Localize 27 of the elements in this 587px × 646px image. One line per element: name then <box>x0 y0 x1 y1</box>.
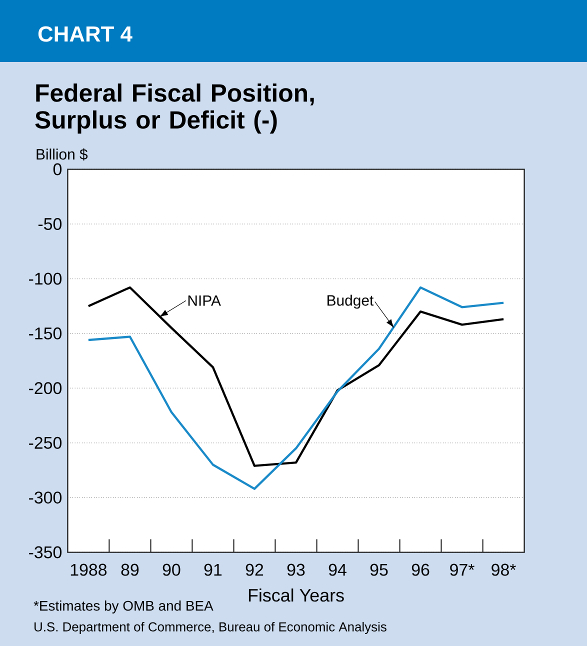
y-tick-label: -250 <box>29 436 62 449</box>
x-tick-label: 95 <box>370 564 388 576</box>
x-axis-title: Fiscal Years <box>248 588 344 602</box>
y-tick-label: 0 <box>53 163 62 176</box>
x-tick-label: 92 <box>246 564 264 576</box>
x-tick-label: 94 <box>328 564 346 576</box>
x-tick-label: 91 <box>204 564 222 576</box>
x-tick-label: 90 <box>162 564 180 576</box>
y-tick-label: -100 <box>29 272 62 285</box>
legend-label: NIPA <box>188 295 221 306</box>
y-axis-title: Billion $ <box>36 148 88 160</box>
y-tick-label: -150 <box>29 327 62 340</box>
y-tick-label: -350 <box>29 546 62 558</box>
x-tick-label: 96 <box>412 564 430 576</box>
x-tick-label: 97* <box>450 564 474 576</box>
y-tick-label: -200 <box>29 382 62 394</box>
x-tick-label: 1988 <box>70 564 107 576</box>
y-tick-label: -50 <box>38 218 62 230</box>
x-tick-label: 93 <box>287 564 305 576</box>
text: U.S. Department of Commerce, Bureau of Economic Analysis <box>34 622 386 634</box>
series-label: Budget <box>328 294 374 309</box>
x-tick-label: 89 <box>121 564 139 576</box>
chart-title: Federal Fiscal Position, Surplus or Deficit (-) <box>35 84 314 134</box>
text: *Estimates by OMB and BEA <box>34 600 214 614</box>
y-tick-label: -300 <box>29 492 62 504</box>
x-tick-label: 98* <box>492 564 516 576</box>
caption: CHART 4 <box>38 26 132 42</box>
